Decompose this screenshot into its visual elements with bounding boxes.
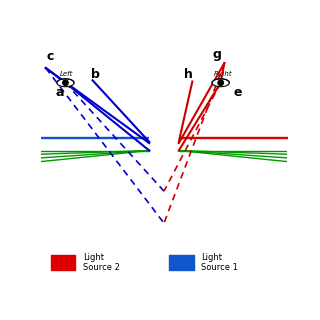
Text: g: g — [212, 48, 221, 61]
Text: b: b — [91, 68, 100, 81]
Text: Left: Left — [60, 71, 73, 76]
Text: h: h — [184, 68, 193, 81]
Text: Light
Source 1: Light Source 1 — [201, 253, 238, 272]
Text: Right: Right — [214, 70, 232, 76]
Ellipse shape — [218, 80, 223, 85]
Text: Light
Source 2: Light Source 2 — [83, 253, 120, 272]
Ellipse shape — [63, 80, 68, 85]
Text: e: e — [234, 86, 242, 99]
Ellipse shape — [57, 79, 74, 87]
Text: a: a — [55, 86, 64, 99]
Text: c: c — [47, 50, 54, 63]
Ellipse shape — [212, 79, 229, 87]
